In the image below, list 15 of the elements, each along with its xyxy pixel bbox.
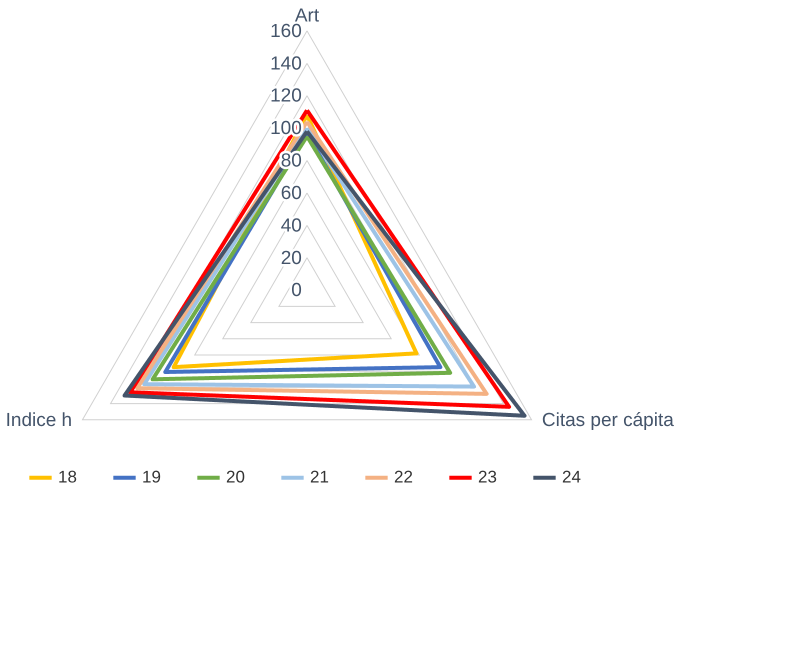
spoke-label: Citas per cápita bbox=[542, 410, 674, 431]
legend-label: 21 bbox=[310, 468, 329, 487]
spoke-label: Indice h bbox=[6, 410, 72, 431]
y-tick-label: 0 bbox=[291, 280, 302, 302]
legend-label: 24 bbox=[562, 468, 581, 487]
legend-label: 23 bbox=[478, 468, 497, 487]
y-tick-label: 60 bbox=[280, 182, 302, 204]
legend-label: 20 bbox=[226, 468, 245, 487]
y-tick-label: 120 bbox=[270, 86, 302, 107]
y-tick-label: 40 bbox=[280, 215, 302, 236]
legend-label: 19 bbox=[142, 468, 161, 487]
legend-label: 22 bbox=[394, 468, 413, 487]
legend-label: 18 bbox=[58, 468, 77, 487]
y-tick-label: 140 bbox=[270, 53, 302, 74]
y-tick-label: 20 bbox=[280, 248, 302, 269]
